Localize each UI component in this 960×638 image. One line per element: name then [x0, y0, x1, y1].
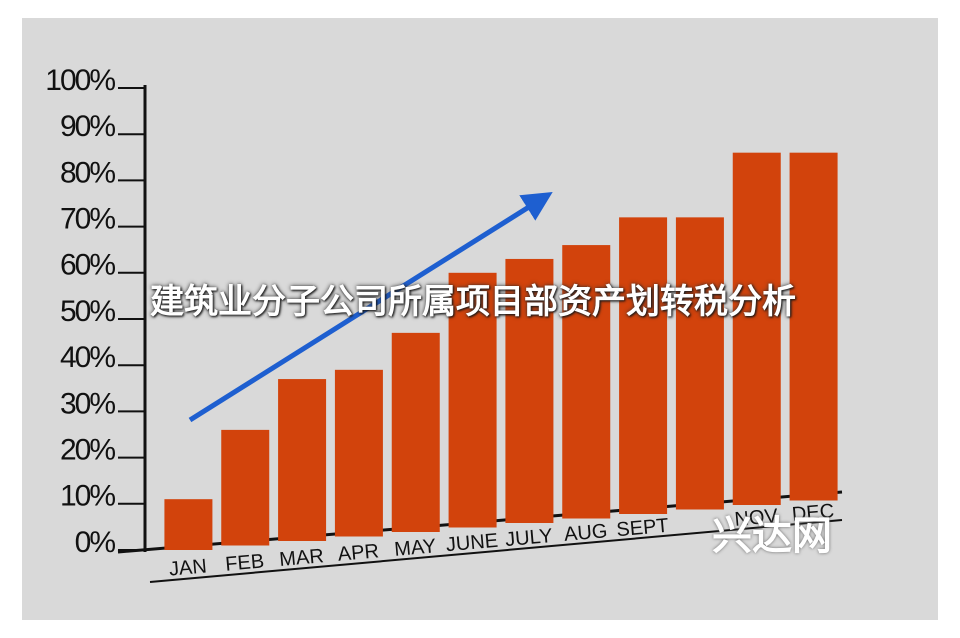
x-tick-label: JAN: [168, 555, 208, 580]
x-tick-label: MAY: [393, 535, 437, 561]
bar: [505, 258, 554, 523]
overlay-title: 建筑业分子公司所属项目部资产划转税分析: [150, 282, 796, 322]
trend-arrow: [188, 192, 553, 423]
bar: [278, 379, 327, 541]
y-tick-label: 70%: [60, 203, 115, 236]
x-tick-label: APR: [337, 540, 380, 566]
bar: [675, 217, 724, 510]
bar: [164, 499, 213, 550]
x-tick-label: JULY: [504, 525, 553, 551]
bar: [619, 217, 668, 515]
bar: [562, 245, 611, 519]
y-tick-label: 60%: [60, 249, 115, 282]
bar: [391, 332, 440, 532]
bar: [732, 152, 781, 505]
y-tick-label: 40%: [60, 341, 115, 374]
y-tick-label: 30%: [60, 387, 115, 420]
y-tick-label: 100%: [45, 64, 115, 97]
x-axis-base: [149, 519, 843, 583]
x-tick-label: SEPT: [616, 515, 670, 541]
y-tick-label: 20%: [60, 434, 115, 467]
y-tick-label: 0%: [75, 526, 116, 559]
bar: [789, 152, 838, 501]
watermark: 兴达网: [712, 513, 832, 559]
bar: [448, 272, 497, 528]
x-tick-label: JUNE: [445, 530, 499, 556]
x-tick-label: NOV: [734, 505, 780, 531]
y-tick-label: 90%: [60, 110, 115, 143]
y-tick-label: 80%: [60, 156, 115, 189]
bar: [221, 429, 270, 546]
y-tick-label: 10%: [60, 480, 115, 513]
x-tick-label: MAR: [278, 545, 324, 571]
x-tick-label: AUG: [563, 520, 608, 546]
x-tick-label: FEB: [224, 550, 265, 575]
y-tick-label: 50%: [60, 295, 115, 328]
x-tick-label: DEC: [791, 500, 835, 526]
bar: [334, 369, 383, 537]
